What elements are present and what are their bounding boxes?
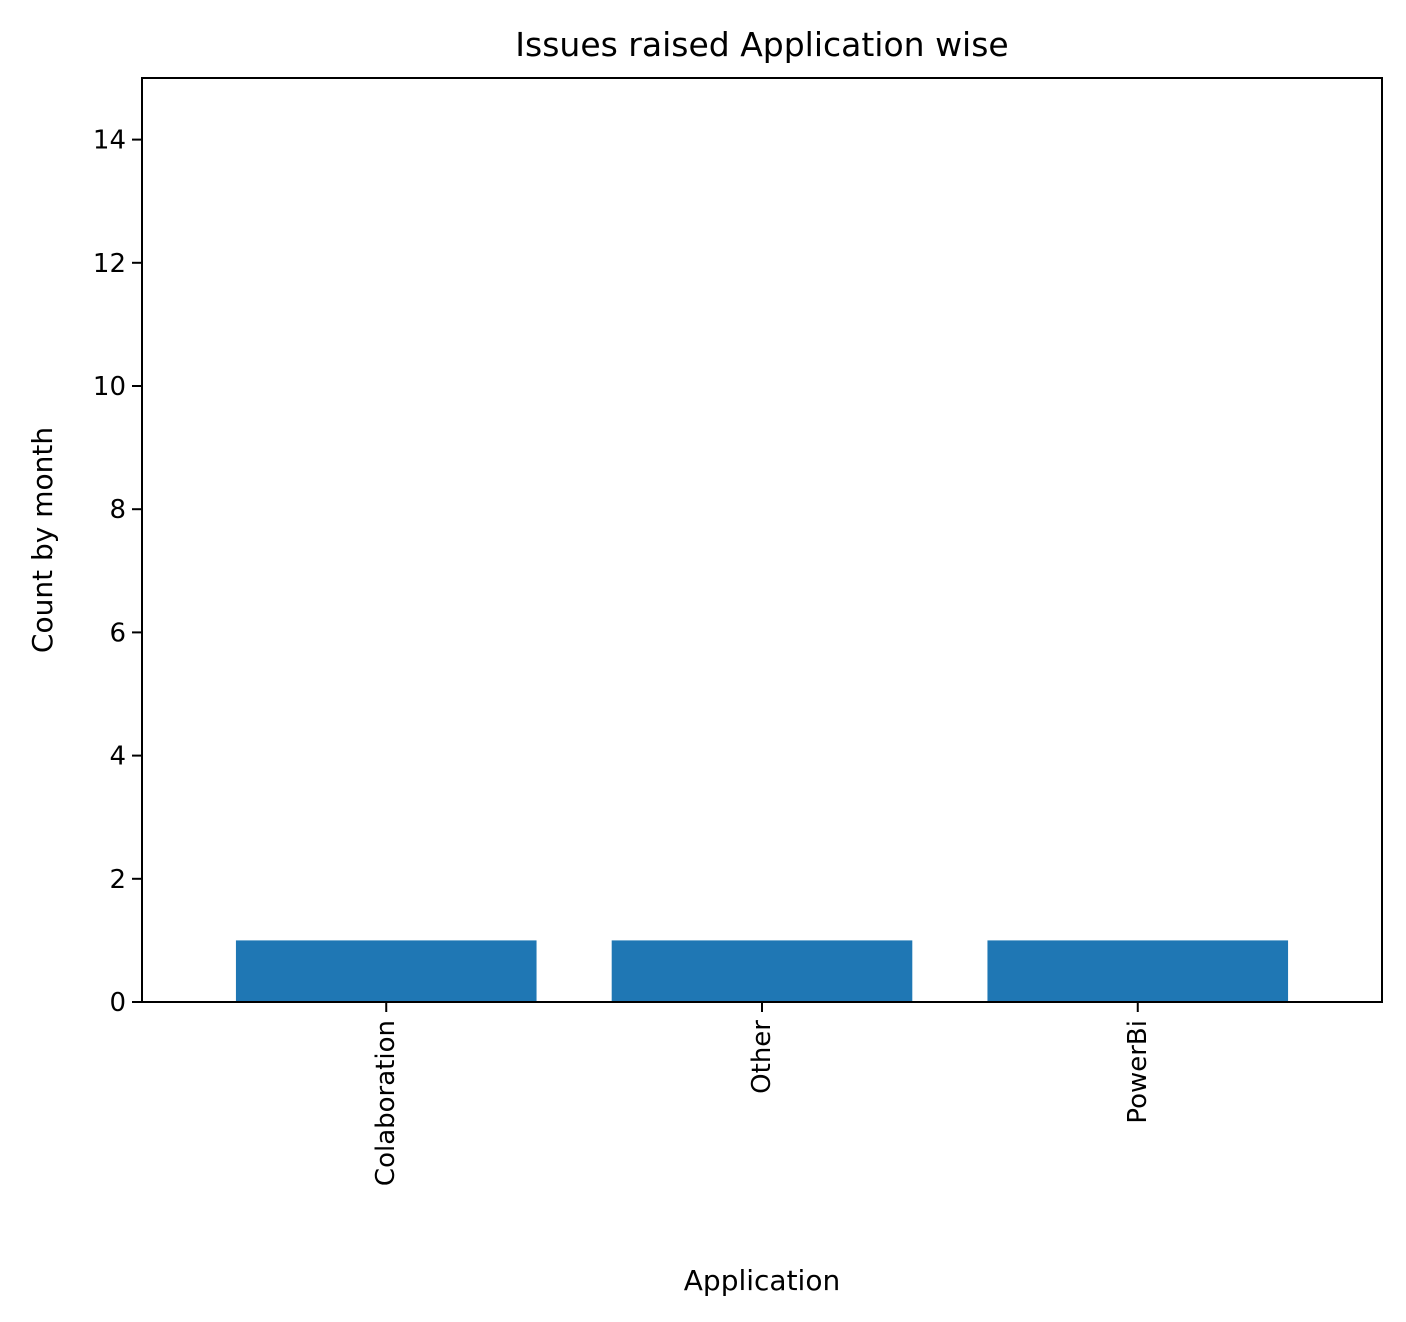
bar-other — [611, 940, 913, 1002]
x-tick-label: Colaboration — [371, 1020, 401, 1186]
bar-colaboration — [235, 940, 537, 1002]
y-tick-label: 0 — [109, 988, 126, 1018]
x-axis-ticks: Colaboration Other PowerBi — [371, 1002, 1153, 1186]
y-tick-label: 6 — [109, 618, 126, 648]
y-tick-label: 2 — [109, 865, 126, 895]
bar-powerbi — [987, 940, 1289, 1002]
x-tick-label: Other — [747, 1020, 777, 1094]
y-axis-label: Count by month — [26, 427, 59, 653]
y-axis-ticks: 0 2 4 6 8 10 12 14 — [93, 126, 142, 1018]
bars-layer — [235, 940, 1289, 1002]
chart-title: Issues raised Application wise — [515, 25, 1008, 64]
y-tick-label: 4 — [109, 742, 126, 772]
plot-frame — [141, 77, 1383, 1003]
x-tick-label: PowerBi — [1123, 1020, 1153, 1124]
y-tick-label: 12 — [93, 249, 126, 279]
y-tick-label: 14 — [93, 126, 126, 156]
y-tick-label: 8 — [109, 495, 126, 525]
x-axis-label: Application — [684, 1264, 840, 1297]
y-tick-label: 10 — [93, 372, 126, 402]
